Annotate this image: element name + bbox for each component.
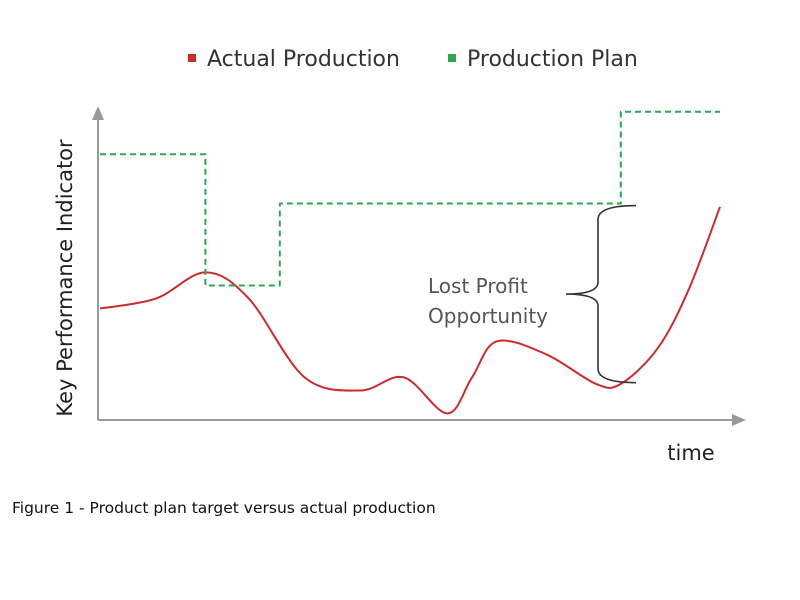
series-layer xyxy=(99,110,721,415)
annotation-layer: Lost Profit Opportunity xyxy=(428,204,637,384)
series-line-production-plan xyxy=(100,110,720,287)
legend-swatch xyxy=(188,54,196,62)
x-axis-arrow xyxy=(732,414,746,426)
legend-label: Actual Production xyxy=(207,47,400,72)
legend-swatch xyxy=(448,54,456,62)
figure-caption: Figure 1 - Product plan target versus ac… xyxy=(12,499,436,517)
legend: Actual Production Production Plan xyxy=(188,47,638,72)
axes xyxy=(92,106,746,426)
y-axis-arrow xyxy=(92,106,104,120)
x-axis-label: time xyxy=(667,441,714,465)
series-line-actual-production xyxy=(99,206,721,415)
legend-label: Production Plan xyxy=(467,47,638,72)
annotation-text: Lost Profit xyxy=(428,274,528,298)
lost-profit-brace xyxy=(565,204,637,384)
y-axis-label: Key Performance Indicator xyxy=(53,139,77,417)
chart: Actual Production Production Plan Lost Pr… xyxy=(53,47,746,465)
annotation-text: Opportunity xyxy=(428,304,548,328)
